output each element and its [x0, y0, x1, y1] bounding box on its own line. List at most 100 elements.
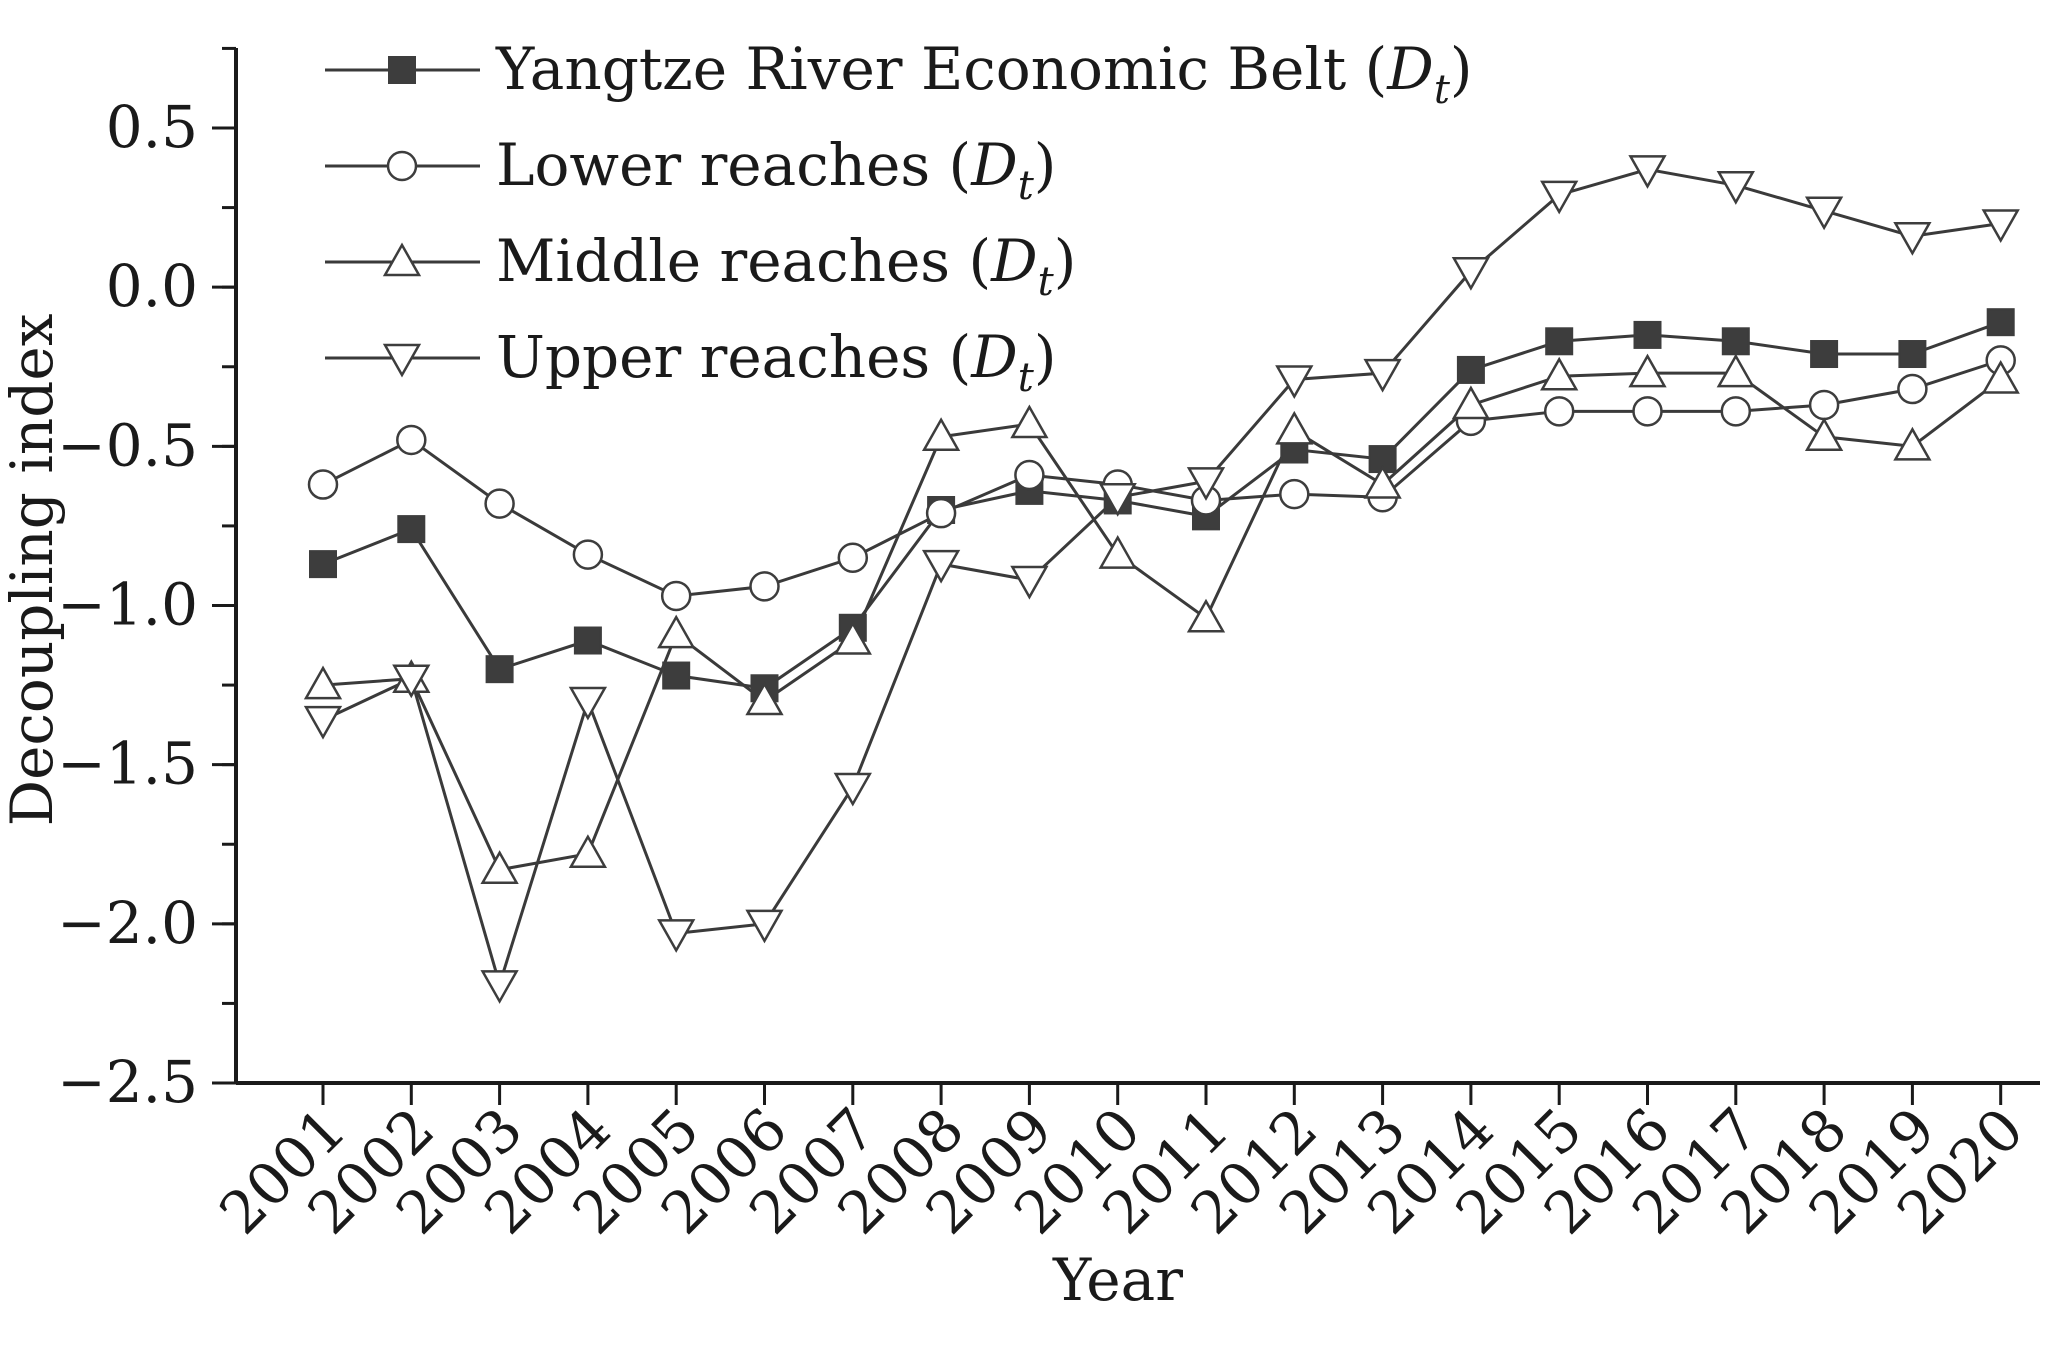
data-point-series-3 [1716, 353, 1755, 388]
data-point-series-2 [572, 539, 604, 570]
legend: Yangtze River Economic Belt (Dt)Lower re… [325, 35, 1473, 401]
data-point-series-4 [1098, 483, 1137, 517]
series-markers [303, 155, 2020, 1004]
y-tick-label: 0.5 [106, 93, 198, 161]
data-point-series-2 [1632, 396, 1663, 427]
data-point-series-3 [1186, 598, 1226, 633]
data-point-series-1 [1898, 340, 1927, 369]
legend-label-close: ) [1034, 323, 1057, 391]
legend-label-close: ) [1450, 35, 1473, 103]
legend-item-4: Upper reaches (Dt) [325, 323, 1056, 401]
y-tick-label: −2.0 [57, 889, 198, 957]
data-point-series-4 [1010, 565, 1049, 600]
y-axis-title: Decoupling index [0, 314, 66, 827]
legend-label-symbol: D [970, 131, 1018, 199]
data-point-series-1 [397, 515, 426, 544]
data-point-series-2 [1279, 478, 1310, 510]
data-point-series-4 [1363, 358, 1402, 393]
y-tick-label: −0.5 [57, 411, 198, 479]
legend-label: Middle reaches (Dt) [496, 227, 1076, 305]
data-point-series-3 [921, 417, 961, 452]
data-point-series-4 [1981, 209, 2020, 244]
data-point-series-1 [1545, 327, 1574, 356]
y-tick-label: −2.5 [57, 1048, 198, 1116]
data-point-series-4 [921, 549, 961, 584]
y-tick-label: −1.0 [57, 571, 198, 639]
data-point-series-4 [1804, 196, 1844, 231]
x-axis-title: Year [1052, 1246, 1183, 1314]
data-point-series-3 [745, 681, 784, 716]
axes: 0.50.0−0.5−1.0−1.5−2.0−2.520012002200320… [57, 46, 2040, 1247]
data-point-series-4 [1451, 257, 1491, 291]
legend-label: Lower reaches (Dt) [496, 131, 1056, 209]
data-point-series-1 [1633, 320, 1662, 349]
y-tick-label: 0.0 [106, 252, 198, 320]
legend-label-symbol: D [970, 323, 1018, 391]
data-point-series-1 [1986, 308, 2015, 337]
data-point-series-2 [484, 488, 515, 519]
data-point-series-1 [309, 550, 337, 579]
data-point-series-1 [662, 661, 691, 690]
data-point-series-2 [925, 497, 957, 529]
legend-label-close: ) [1054, 227, 1077, 295]
data-point-series-1 [573, 626, 602, 655]
legend-marker [388, 56, 416, 84]
data-point-series-4 [1275, 365, 1314, 400]
data-point-series-4 [1628, 155, 1667, 189]
legend-label: Yangtze River Economic Belt (Dt) [495, 35, 1473, 113]
y-tick-label: −1.5 [57, 730, 198, 798]
data-point-series-1 [485, 655, 514, 684]
legend-marker [382, 242, 422, 277]
data-point-series-3 [1540, 356, 1579, 391]
data-point-series-3 [1363, 464, 1402, 499]
data-point-series-3 [833, 620, 872, 655]
data-point-series-2 [396, 424, 427, 456]
legend-item-2: Lower reaches (Dt) [325, 131, 1056, 209]
data-point-series-2 [837, 542, 869, 573]
data-point-series-3 [1628, 353, 1667, 388]
data-point-series-1 [1721, 327, 1750, 356]
legend-label-main: Middle reaches ( [496, 227, 991, 295]
data-point-series-4 [1716, 171, 1755, 205]
data-point-series-4 [1186, 467, 1226, 501]
legend-label: Upper reaches (Dt) [496, 323, 1056, 401]
data-point-series-4 [1893, 221, 1932, 256]
data-point-series-4 [392, 664, 431, 699]
data-point-series-1 [1810, 340, 1839, 369]
data-point-series-4 [833, 772, 872, 807]
data-point-series-2 [1720, 396, 1752, 427]
data-point-series-4 [303, 705, 343, 740]
series-line-4 [322, 167, 2001, 990]
data-point-series-3 [657, 614, 696, 649]
legend-label-subscript: t [1018, 355, 1035, 401]
legend-label-subscript: t [1018, 163, 1035, 209]
series-lines [322, 167, 2002, 990]
data-point-series-3 [568, 834, 608, 869]
legend-label-subscript: t [1434, 67, 1451, 113]
data-point-series-3 [1893, 426, 1932, 461]
legend-item-3: Middle reaches (Dt) [325, 227, 1076, 305]
data-point-series-1 [1456, 355, 1485, 384]
data-point-series-3 [480, 850, 519, 884]
data-point-series-4 [568, 686, 608, 721]
data-point-series-2 [660, 580, 692, 612]
data-point-series-3 [1451, 385, 1491, 420]
data-point-series-2 [1014, 459, 1045, 491]
legend-item-1: Yangtze River Economic Belt (Dt) [325, 35, 1473, 113]
legend-marker [382, 343, 422, 378]
data-point-series-4 [745, 909, 784, 944]
legend-label-symbol: D [1386, 35, 1434, 103]
legend-label-main: Lower reaches ( [496, 131, 971, 199]
series-line-1 [322, 320, 2002, 690]
data-point-series-3 [1010, 404, 1049, 439]
legend-marker [386, 150, 418, 182]
data-point-series-2 [1808, 389, 1840, 421]
data-point-series-3 [1098, 535, 1137, 569]
legend-label-close: ) [1034, 131, 1057, 199]
legend-label-main: Yangtze River Economic Belt ( [495, 35, 1387, 103]
data-point-series-2 [1897, 373, 1928, 405]
data-point-series-4 [1540, 180, 1579, 215]
series-line-3 [322, 371, 2002, 872]
